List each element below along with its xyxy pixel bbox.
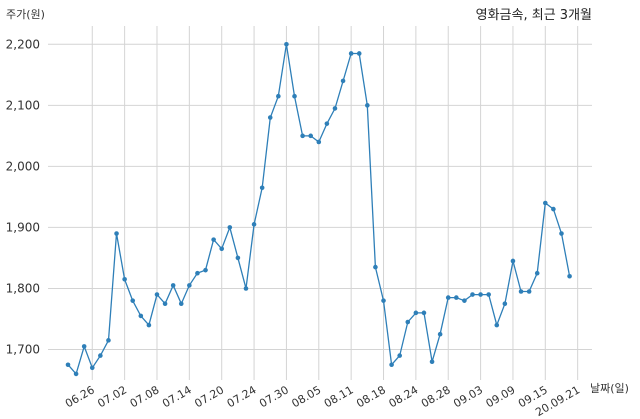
data-point bbox=[235, 255, 241, 261]
x-tick-label: 08.05 bbox=[290, 383, 324, 410]
data-point bbox=[195, 270, 200, 276]
data-point bbox=[486, 292, 491, 297]
x-tick-label: 08.11 bbox=[322, 383, 356, 410]
data-point bbox=[170, 283, 176, 288]
data-point bbox=[81, 344, 87, 349]
x-tick-label: 07.08 bbox=[128, 383, 162, 410]
data-point bbox=[276, 93, 281, 99]
data-point bbox=[478, 292, 483, 297]
y-tick-label: 2,100 bbox=[6, 98, 40, 112]
data-point bbox=[559, 231, 564, 236]
data-point bbox=[146, 322, 152, 328]
data-point bbox=[154, 292, 160, 297]
x-tick-label: 09.09 bbox=[484, 383, 518, 410]
data-point bbox=[324, 121, 330, 126]
data-point bbox=[454, 295, 459, 300]
data-point bbox=[421, 310, 427, 316]
data-point bbox=[259, 185, 265, 191]
x-tick-label: 08.28 bbox=[419, 383, 453, 410]
data-point bbox=[267, 115, 273, 120]
x-tick-label: 08.18 bbox=[354, 383, 388, 410]
data-point bbox=[219, 246, 225, 252]
data-point bbox=[106, 338, 111, 343]
data-point bbox=[292, 93, 297, 99]
data-point bbox=[429, 359, 435, 364]
x-tick-label: 07.24 bbox=[225, 383, 259, 410]
data-point bbox=[227, 225, 233, 230]
data-point bbox=[365, 103, 370, 108]
data-point bbox=[73, 371, 79, 377]
data-point bbox=[502, 301, 508, 307]
x-tick-label: 07.02 bbox=[95, 383, 129, 410]
data-point bbox=[526, 289, 532, 294]
x-tick-label: 07.30 bbox=[257, 383, 291, 410]
data-point bbox=[284, 42, 289, 47]
data-point bbox=[203, 267, 208, 273]
data-point bbox=[251, 222, 257, 227]
data-point bbox=[162, 301, 168, 307]
data-point bbox=[316, 139, 322, 145]
x-tick-label: 09.03 bbox=[451, 383, 485, 410]
data-point bbox=[397, 353, 402, 358]
data-point bbox=[567, 273, 572, 279]
data-point bbox=[518, 289, 524, 294]
x-tick-label: 07.20 bbox=[192, 383, 226, 410]
data-point bbox=[445, 295, 451, 300]
data-point bbox=[373, 264, 378, 270]
data-point bbox=[381, 298, 386, 303]
data-point bbox=[130, 298, 136, 303]
data-point bbox=[65, 362, 71, 368]
x-tick-label: 07.14 bbox=[160, 383, 194, 410]
data-point bbox=[211, 237, 216, 242]
y-tick-label: 1,800 bbox=[6, 281, 40, 295]
data-point bbox=[413, 310, 419, 316]
data-point bbox=[332, 106, 338, 111]
data-point bbox=[510, 258, 516, 264]
data-point bbox=[308, 133, 314, 139]
x-tick-label: 06.26 bbox=[63, 383, 97, 410]
data-point bbox=[243, 286, 249, 291]
data-point bbox=[178, 301, 184, 307]
data-point bbox=[470, 292, 475, 297]
data-point bbox=[551, 206, 556, 212]
data-point bbox=[300, 133, 305, 139]
y-axis-unit-label: 주가(원) bbox=[6, 8, 45, 21]
data-point bbox=[405, 319, 411, 325]
data-point bbox=[348, 51, 354, 56]
y-tick-label: 2,200 bbox=[6, 37, 40, 51]
data-point bbox=[437, 331, 443, 337]
data-point bbox=[534, 270, 540, 276]
data-point bbox=[98, 353, 103, 358]
data-point bbox=[89, 365, 95, 371]
data-point bbox=[114, 231, 119, 236]
data-point bbox=[462, 298, 467, 303]
data-point bbox=[138, 313, 144, 319]
data-point bbox=[543, 200, 548, 206]
y-tick-label: 1,700 bbox=[6, 342, 40, 356]
y-tick-label: 1,900 bbox=[6, 220, 40, 234]
data-point bbox=[187, 283, 192, 288]
x-axis-unit-label: 날짜(일) bbox=[590, 382, 629, 395]
data-point bbox=[494, 322, 500, 328]
data-point bbox=[356, 51, 362, 56]
data-point bbox=[122, 276, 127, 282]
data-point bbox=[389, 362, 394, 368]
x-tick-label: 08.24 bbox=[387, 383, 421, 410]
data-point bbox=[340, 78, 346, 84]
y-tick-label: 2,000 bbox=[6, 159, 40, 173]
chart-title: 영화금속, 최근 3개월 bbox=[475, 8, 592, 23]
